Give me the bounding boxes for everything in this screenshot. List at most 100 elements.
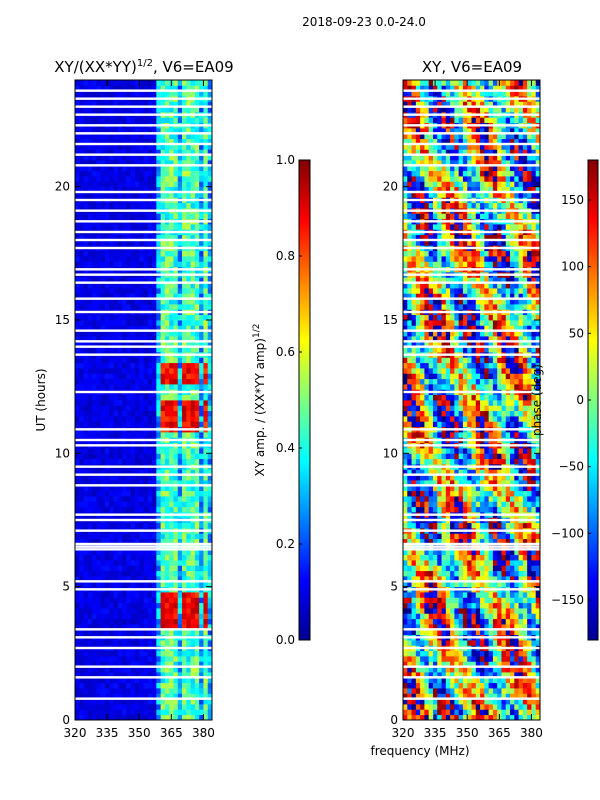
left-heatmap-cell (143, 629, 149, 636)
left-heatmap-cell (96, 133, 102, 140)
right-heatmap-cell (454, 576, 460, 582)
right-heatmap-cell (445, 714, 451, 720)
left-heatmap-cell (130, 277, 136, 284)
right-heatmap-cell (514, 592, 519, 598)
left-heatmap-cell (203, 304, 209, 310)
left-heatmap-cell (126, 192, 132, 198)
left-heatmap-cell (182, 160, 187, 166)
right-heatmap-cell (497, 565, 502, 572)
right-heatmap-cell (403, 560, 408, 566)
left-heatmap-cell (173, 293, 179, 300)
left-heatmap-cell (134, 336, 140, 342)
left-heatmap-cell (87, 336, 93, 342)
left-heatmap-cell (203, 709, 209, 716)
left-heatmap-cell (113, 304, 119, 310)
left-heatmap-cell (160, 533, 166, 540)
left-heatmap-cell (83, 453, 89, 460)
right-heatmap-cell (403, 682, 408, 689)
left-heatmap-cell (122, 597, 127, 604)
left-heatmap-cell (134, 485, 140, 492)
left-heatmap-cell (122, 240, 127, 246)
left-heatmap-cell (186, 181, 191, 188)
left-heatmap-cell (177, 224, 183, 230)
left-heatmap-cell (139, 410, 144, 417)
right-heatmap-cell (501, 714, 507, 720)
right-heatmap-cell (480, 549, 485, 556)
left-heatmap-cell (207, 453, 212, 460)
right-heatmap-cell (445, 640, 451, 646)
right-heatmap-cell (411, 688, 417, 694)
left-flagged-row (75, 246, 212, 250)
right-heatmap-cell (518, 709, 524, 716)
left-heatmap-cell (104, 261, 110, 268)
left-heatmap-cell (92, 261, 97, 268)
left-heatmap-cell (134, 314, 140, 321)
left-heatmap-cell (190, 714, 196, 720)
left-heatmap-cell (87, 650, 93, 657)
left-heatmap-cell (173, 368, 179, 374)
left-heatmap-cell (194, 117, 200, 124)
left-heatmap-cell (75, 362, 80, 369)
left-heatmap-cell (207, 576, 212, 582)
left-heatmap-cell (182, 138, 187, 145)
left-heatmap-cell (152, 85, 157, 92)
left-heatmap-cell (164, 325, 170, 332)
left-heatmap-cell (96, 522, 102, 529)
left-heatmap-cell (96, 474, 102, 481)
left-heatmap-cell (186, 170, 191, 177)
left-heatmap-cell (190, 224, 196, 230)
left-heatmap-cell (109, 453, 114, 460)
left-flagged-row (75, 636, 212, 639)
left-heatmap-cell (100, 704, 106, 710)
right-heatmap-cell (531, 704, 537, 710)
left-heatmap-cell (134, 501, 140, 508)
left-heatmap-cell (130, 698, 136, 705)
left-heatmap-cell (177, 554, 183, 561)
left-heatmap-cell (134, 234, 140, 241)
left-heatmap-cell (207, 666, 212, 673)
left-heatmap-cell (122, 288, 127, 294)
left-heatmap-cell (147, 613, 153, 620)
right-heatmap-cell (501, 618, 507, 625)
left-heatmap-cell (113, 314, 119, 321)
left-heatmap-cell (190, 421, 196, 428)
left-heatmap-cell (87, 480, 93, 486)
left-heatmap-cell (126, 378, 132, 385)
left-heatmap-cell (122, 368, 127, 374)
left-heatmap-cell (100, 90, 106, 97)
left-heatmap-cell (169, 106, 174, 113)
right-heatmap-cell (488, 608, 494, 614)
right-heatmap-cell (505, 560, 511, 566)
left-heatmap-cell (130, 224, 136, 230)
left-heatmap-cell (169, 533, 174, 540)
left-heatmap-cell (173, 629, 179, 636)
left-heatmap-cell (143, 165, 149, 172)
left-heatmap-cell (113, 592, 119, 598)
left-heatmap-cell (186, 656, 191, 662)
left-heatmap-cell (122, 677, 127, 684)
left-heatmap-cell (113, 421, 119, 428)
right-heatmap-cell (488, 560, 494, 566)
left-heatmap-cell (182, 80, 187, 86)
left-heatmap-cell (160, 581, 166, 588)
left-heatmap-cell (117, 314, 123, 321)
left-heatmap-cell (126, 538, 132, 545)
left-heatmap-cell (104, 256, 110, 262)
left-heatmap-cell (207, 288, 212, 294)
right-heatmap-cell (467, 592, 472, 598)
left-heatmap-cell (182, 453, 187, 460)
left-heatmap-cell (104, 106, 110, 113)
right-heatmap-cell (424, 693, 430, 700)
left-heatmap-cell (152, 421, 157, 428)
left-heatmap-cell (169, 240, 174, 246)
left-heatmap-cell (104, 160, 110, 166)
left-heatmap-cell (207, 448, 212, 454)
left-heatmap-cell (83, 160, 89, 166)
left-heatmap-cell (207, 101, 212, 108)
right-heatmap-cell (488, 629, 494, 636)
left-heatmap-cell (113, 373, 119, 380)
left-heatmap-cell (104, 608, 110, 614)
left-heatmap-cell (130, 378, 136, 385)
left-heatmap-cell (164, 640, 170, 646)
left-heatmap-cell (139, 298, 144, 305)
